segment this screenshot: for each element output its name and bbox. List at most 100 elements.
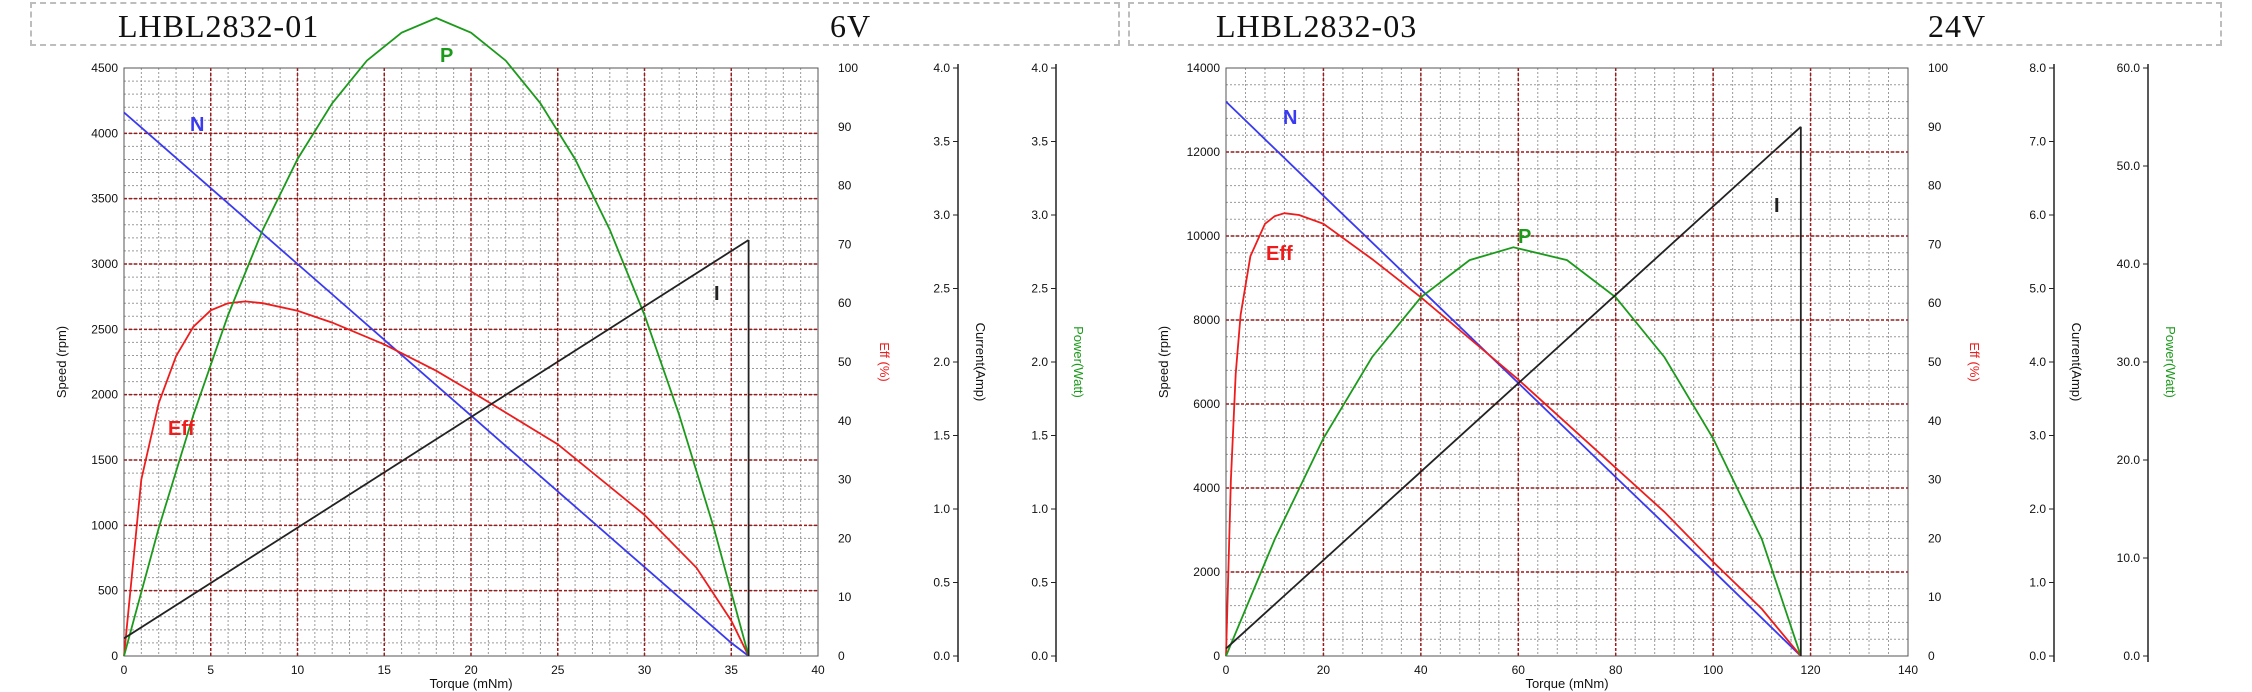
series-n-line xyxy=(1225,100,1802,657)
power-tick-label: 4.0 xyxy=(1031,61,1048,75)
eff-tick-label: 60 xyxy=(838,296,852,310)
y-tick-label: 14000 xyxy=(1187,61,1221,75)
eff-tick-label: 90 xyxy=(838,120,852,134)
plot-frame xyxy=(1225,67,1909,657)
series-p-line xyxy=(123,17,750,657)
curve-label-n: N xyxy=(190,114,204,136)
current-tick-label: 3.0 xyxy=(933,208,950,222)
current-axis-title: Current(Amp) xyxy=(973,323,988,402)
y-tick-label: 2500 xyxy=(91,322,118,336)
y-tick-label: 2000 xyxy=(1193,565,1220,579)
eff-tick-label: 50 xyxy=(838,355,852,369)
x-tick-label: 40 xyxy=(1414,663,1428,677)
y-tick-label: 0 xyxy=(111,649,118,663)
current-tick-label: 4.0 xyxy=(933,61,950,75)
power-tick-label: 50.0 xyxy=(2117,159,2141,173)
eff-tick-label: 40 xyxy=(1928,414,1942,428)
eff-tick-label: 50 xyxy=(1928,355,1942,369)
power-axis-title: Power(Watt) xyxy=(1071,326,1086,398)
power-tick-label: 0.5 xyxy=(1031,576,1048,590)
eff-tick-label: 60 xyxy=(1928,296,1942,310)
current-tick-label: 3.0 xyxy=(2029,429,2046,443)
x-axis-title: Torque (mNm) xyxy=(429,676,512,691)
x-tick-label: 25 xyxy=(551,663,565,677)
x-tick-label: 30 xyxy=(638,663,652,677)
eff-tick-label: 30 xyxy=(838,473,852,487)
x-tick-label: 100 xyxy=(1703,663,1723,677)
x-tick-label: 35 xyxy=(725,663,739,677)
power-tick-label: 1.5 xyxy=(1031,429,1048,443)
panel-header-2: LHBL2832-03 24V xyxy=(1128,2,2222,46)
current-tick-label: 2.0 xyxy=(933,355,950,369)
curve-label-i: I xyxy=(714,283,720,305)
curve-label-eff: Eff xyxy=(1266,243,1293,265)
series-i-line xyxy=(1225,126,1802,650)
eff-tick-label: 100 xyxy=(838,61,858,75)
current-tick-label: 0.5 xyxy=(933,576,950,590)
eff-tick-label: 20 xyxy=(838,531,852,545)
current-tick-label: 2.5 xyxy=(933,282,950,296)
power-tick-label: 20.0 xyxy=(2117,453,2141,467)
x-tick-label: 15 xyxy=(378,663,392,677)
y-tick-label: 1000 xyxy=(91,518,118,532)
x-tick-label: 120 xyxy=(1801,663,1821,677)
y-tick-label: 12000 xyxy=(1187,145,1221,159)
x-tick-label: 0 xyxy=(121,663,128,677)
eff-tick-label: 20 xyxy=(1928,531,1942,545)
y-axis-title: Speed (rpm) xyxy=(54,326,69,398)
current-tick-label: 6.0 xyxy=(2029,208,2046,222)
plot-frame xyxy=(123,67,819,657)
power-tick-label: 0.0 xyxy=(1031,649,1048,663)
y-tick-label: 4500 xyxy=(91,61,118,75)
x-tick-label: 40 xyxy=(811,663,825,677)
eff-tick-label: 10 xyxy=(1928,590,1942,604)
curve-label-p: P xyxy=(1518,226,1531,248)
current-tick-label: 1.0 xyxy=(2029,576,2046,590)
voltage-label-2: 24V xyxy=(1928,8,1987,44)
series-eff-line xyxy=(123,300,750,657)
current-tick-label: 3.5 xyxy=(933,135,950,149)
eff-tick-label: 80 xyxy=(1928,179,1942,193)
x-tick-label: 80 xyxy=(1609,663,1623,677)
panel-header-1: LHBL2832-01 6V xyxy=(30,2,1120,46)
current-tick-label: 8.0 xyxy=(2029,61,2046,75)
y-tick-label: 8000 xyxy=(1193,313,1220,327)
model-title-1: LHBL2832-01 xyxy=(118,8,320,44)
power-tick-label: 2.5 xyxy=(1031,282,1048,296)
model-title-2: LHBL2832-03 xyxy=(1216,8,1418,44)
current-tick-label: 4.0 xyxy=(2029,355,2046,369)
current-tick-label: 0.0 xyxy=(2029,649,2046,663)
eff-tick-label: 0 xyxy=(838,649,845,663)
curve-label-p: P xyxy=(440,45,453,67)
power-tick-label: 30.0 xyxy=(2117,355,2141,369)
eff-axis-title: Eff (%) xyxy=(877,342,892,382)
curve-label-eff: Eff xyxy=(168,418,195,440)
current-tick-label: 2.0 xyxy=(2029,502,2046,516)
y-tick-label: 4000 xyxy=(1193,481,1220,495)
x-axis-title: Torque (mNm) xyxy=(1525,676,1608,691)
eff-tick-label: 30 xyxy=(1928,473,1942,487)
y-tick-label: 500 xyxy=(98,584,118,598)
eff-tick-label: 100 xyxy=(1928,61,1948,75)
x-tick-label: 140 xyxy=(1898,663,1918,677)
power-tick-label: 3.5 xyxy=(1031,135,1048,149)
power-tick-label: 3.0 xyxy=(1031,208,1048,222)
power-tick-label: 2.0 xyxy=(1031,355,1048,369)
eff-tick-label: 70 xyxy=(1928,237,1942,251)
y-tick-label: 2000 xyxy=(91,388,118,402)
y-tick-label: 3000 xyxy=(91,257,118,271)
x-tick-label: 60 xyxy=(1512,663,1526,677)
x-tick-label: 10 xyxy=(291,663,305,677)
y-tick-label: 10000 xyxy=(1187,229,1221,243)
series-n-line xyxy=(123,111,750,657)
x-tick-label: 5 xyxy=(207,663,214,677)
eff-tick-label: 0 xyxy=(1928,649,1935,663)
curve-label-i: I xyxy=(1774,195,1780,217)
x-tick-label: 20 xyxy=(1317,663,1331,677)
y-tick-label: 0 xyxy=(1213,649,1220,663)
x-tick-label: 0 xyxy=(1223,663,1230,677)
current-tick-label: 7.0 xyxy=(2029,135,2046,149)
power-tick-label: 60.0 xyxy=(2117,61,2141,75)
y-tick-label: 6000 xyxy=(1193,397,1220,411)
